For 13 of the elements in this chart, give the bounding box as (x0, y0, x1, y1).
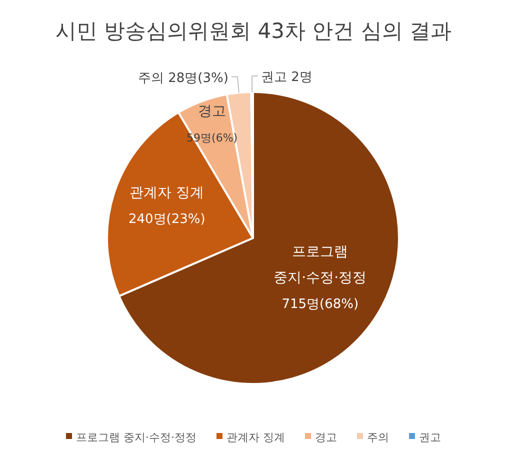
legend-label: 권고 (419, 431, 441, 444)
slice-label: 관계자 징계 (130, 185, 204, 202)
legend-label: 경고 (315, 431, 337, 444)
data-label: 715명(68%) (282, 297, 359, 312)
legend-label: 프로그램 중지·수정·정정 (76, 431, 196, 444)
category-label: 권고 2명 (261, 70, 312, 86)
data-label: 240명(23%) (128, 212, 206, 228)
category-label: 주의 28명(3%) (138, 70, 228, 86)
slice-label: 경고 (198, 104, 226, 120)
legend-label: 관계자 징계 (226, 431, 285, 444)
legend-label: 주의 (367, 431, 389, 444)
slice-label: 프로그램 중지·수정·정정 (274, 244, 367, 286)
chart-title: 시민 방송심의위원회 43차 안건 심의 결과 (55, 19, 452, 43)
